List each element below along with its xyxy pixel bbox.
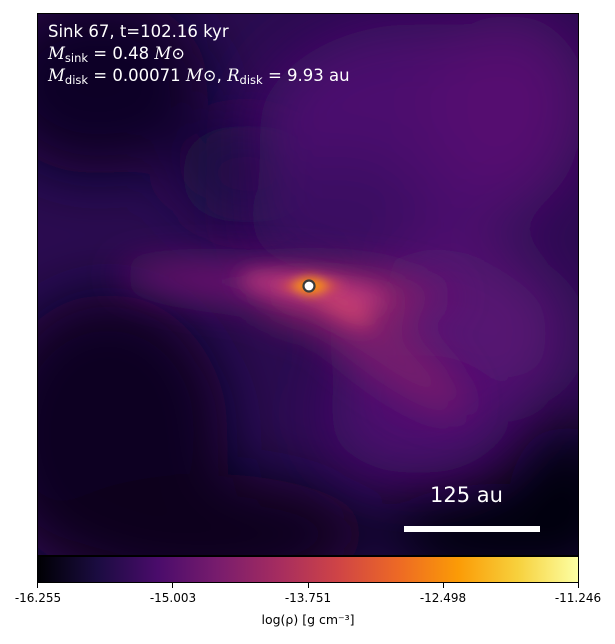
- scale-bar: [404, 526, 540, 532]
- colorbar-label: log(ρ) [g cm⁻³]: [261, 612, 355, 627]
- colorbar-tick: [578, 583, 579, 588]
- colorbar-tick-label: -13.751: [284, 591, 332, 605]
- colorbar-tick: [443, 583, 444, 588]
- intermediate-density-regions: [248, 14, 578, 474]
- density-map: Sink 67, t=102.16 kyr Msink = 0.48 M⊙ Md…: [37, 13, 579, 556]
- colorbar-tick: [37, 583, 38, 588]
- colorbar-tick-label: -11.246: [554, 591, 602, 605]
- colorbar-tick-label: -16.255: [14, 591, 62, 605]
- colorbar: [37, 556, 579, 583]
- title-line-3: Mdisk = 0.00071 M⊙, Rdisk = 9.93 au: [48, 66, 350, 87]
- scale-bar-label: 125 au: [430, 483, 503, 507]
- title-line-1: Sink 67, t=102.16 kyr: [48, 22, 229, 41]
- colorbar-tick: [172, 583, 173, 588]
- title-line-2: Msink = 0.48 M⊙: [48, 44, 186, 65]
- density-heatmap: [38, 14, 578, 555]
- sink-marker: [302, 279, 316, 293]
- colorbar-tick: [308, 583, 309, 588]
- colorbar-tick-label: -15.003: [149, 591, 197, 605]
- colorbar-tick-label: -12.498: [419, 591, 467, 605]
